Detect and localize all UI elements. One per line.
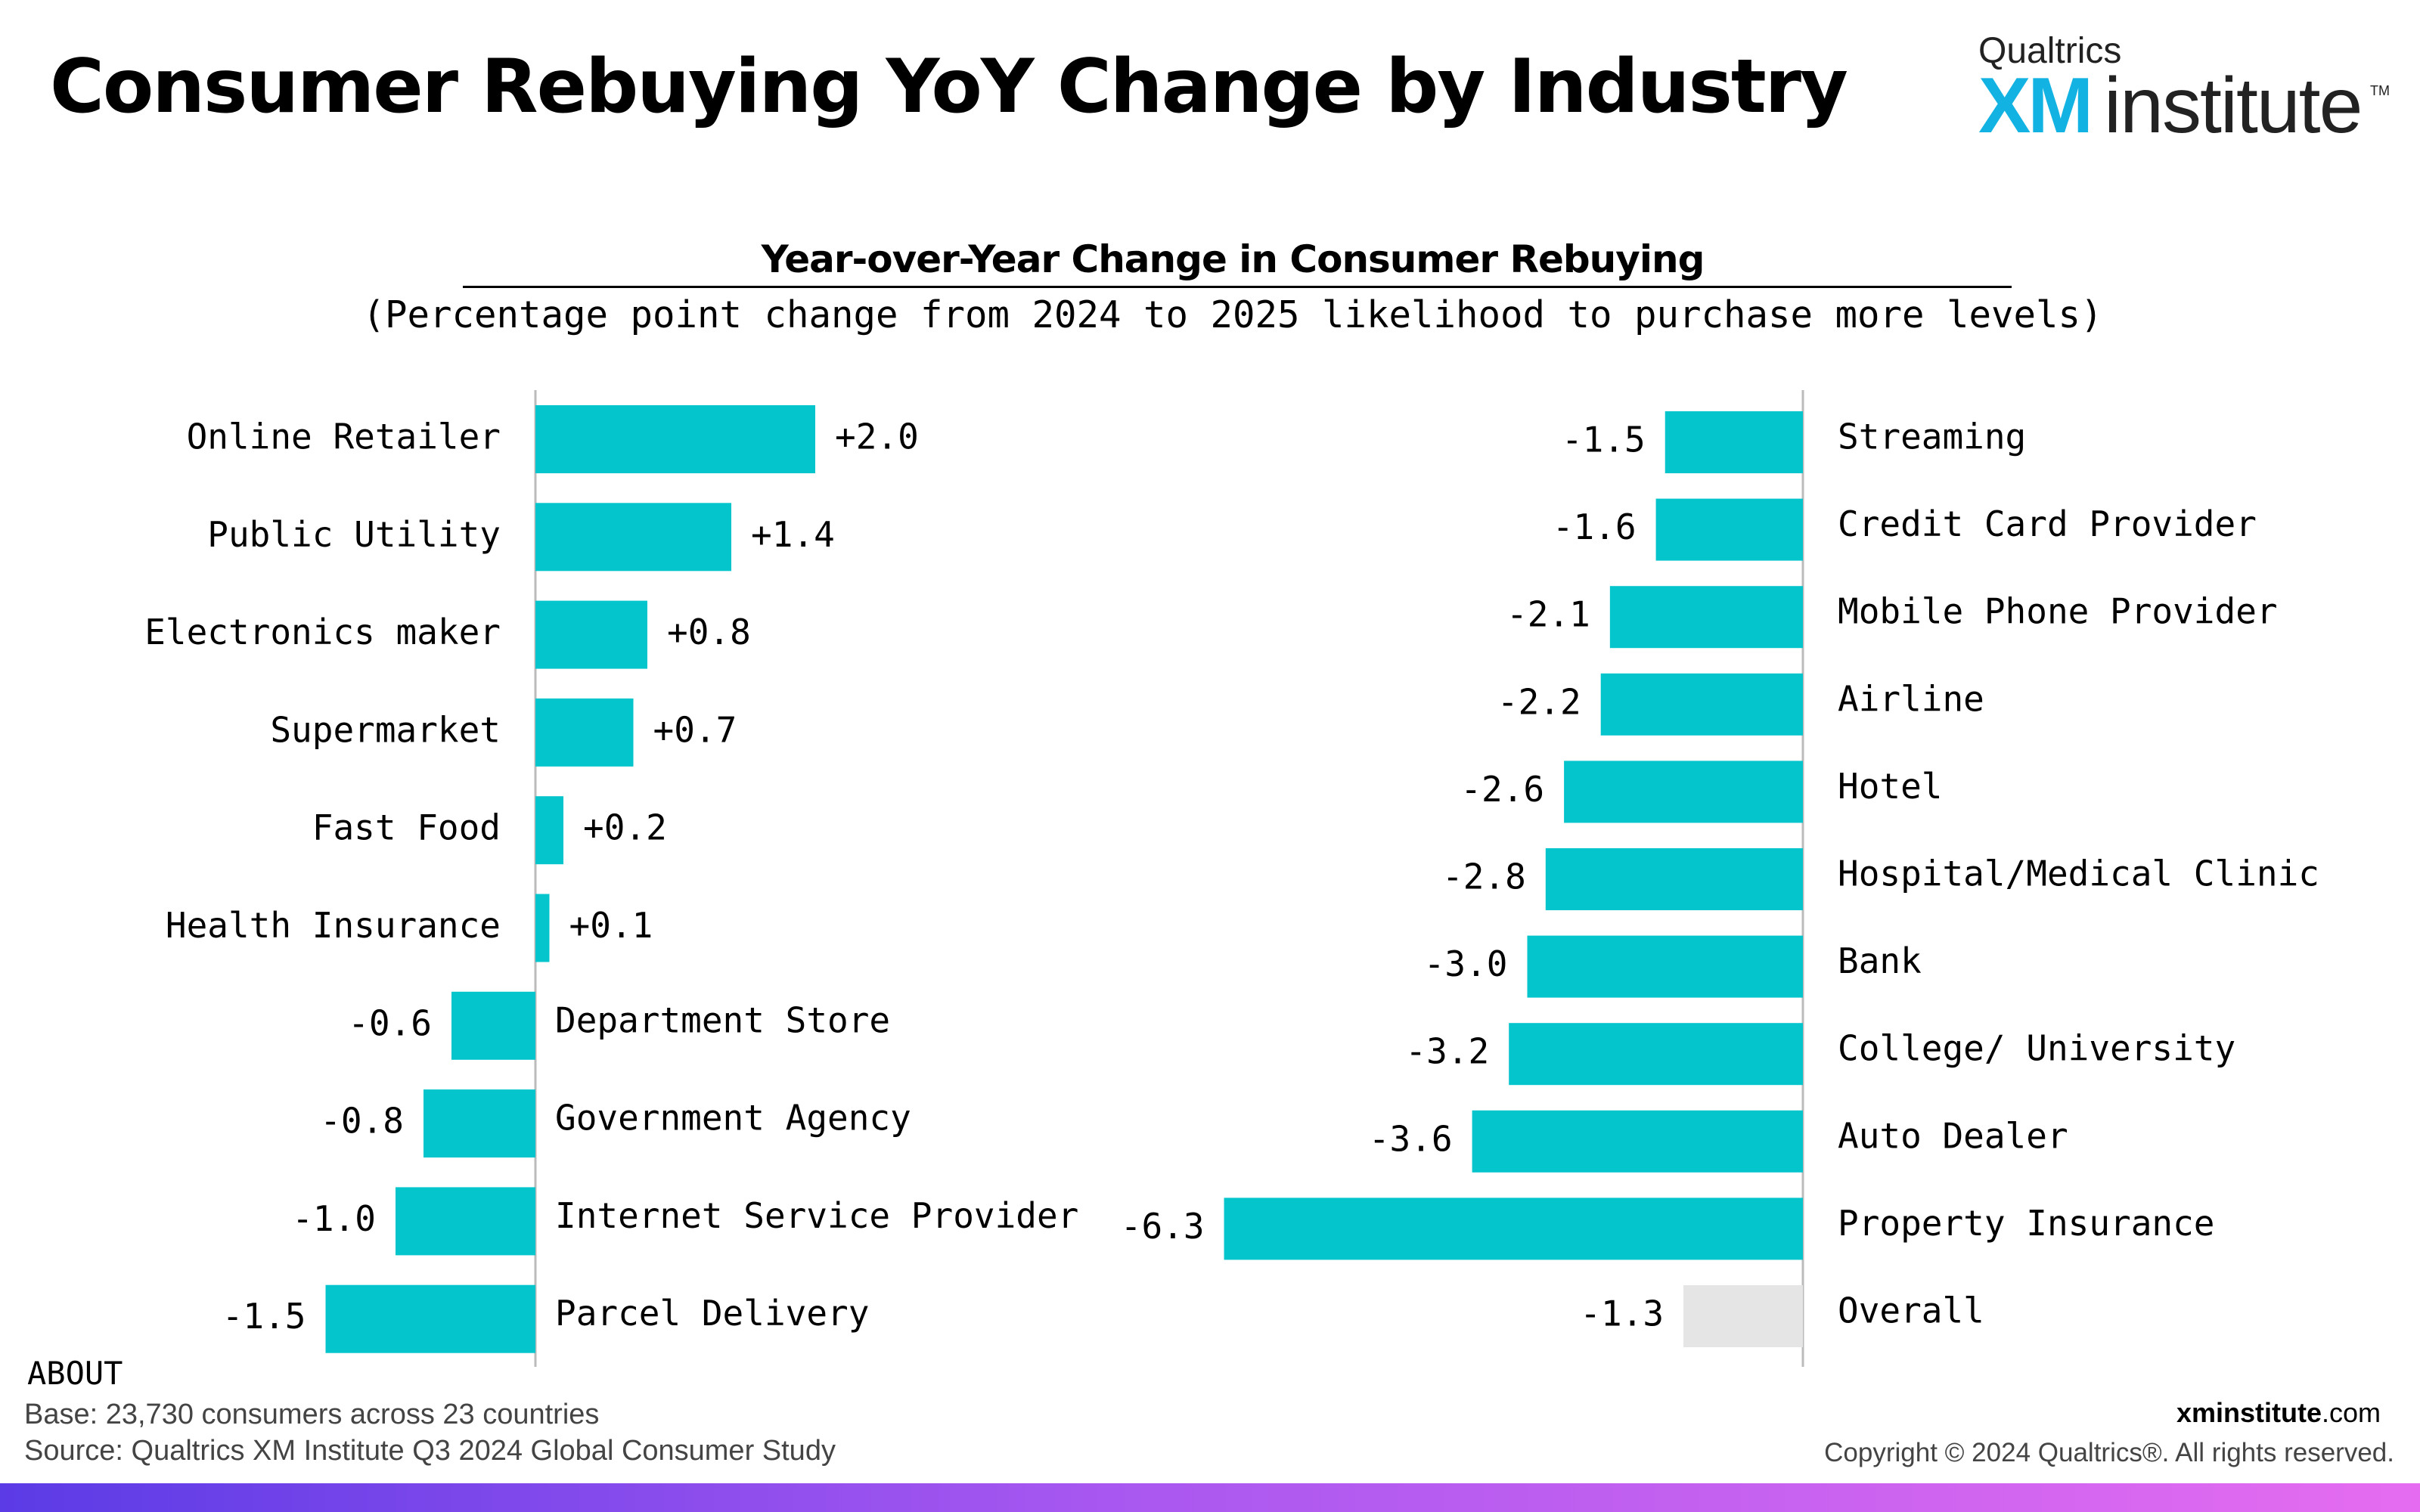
logo-trademark: TM bbox=[2370, 83, 2390, 98]
right-bar bbox=[1609, 586, 1803, 649]
left-value-label: -1.0 bbox=[292, 1198, 376, 1239]
left-bar bbox=[451, 991, 535, 1060]
right-category-label: Hospital/Medical Clinic bbox=[1838, 854, 2319, 894]
source-note: Source: Qualtrics XM Institute Q3 2024 G… bbox=[24, 1435, 836, 1467]
right-category-label: Property Insurance bbox=[1838, 1203, 2215, 1244]
left-value-label: +0.7 bbox=[653, 709, 737, 750]
right-category-label: Credit Card Provider bbox=[1838, 503, 2257, 544]
right-bar bbox=[1509, 1023, 1803, 1086]
copyright-text: Copyright © 2024 Qualtrics®. All rights … bbox=[1824, 1438, 2394, 1467]
right-category-label: Bank bbox=[1838, 940, 1922, 981]
left-value-label: +0.2 bbox=[583, 807, 667, 848]
right-value-label: -6.3 bbox=[1121, 1206, 1205, 1247]
right-value-label: -3.2 bbox=[1405, 1031, 1489, 1072]
left-category-label: Department Store bbox=[555, 999, 890, 1040]
left-value-label: -0.6 bbox=[348, 1002, 432, 1043]
left-category-label: Health Insurance bbox=[166, 905, 501, 946]
left-value-label: -0.8 bbox=[320, 1101, 404, 1142]
left-value-label: +2.0 bbox=[835, 417, 919, 457]
right-value-label: -2.1 bbox=[1506, 594, 1590, 635]
left-category-label: Online Retailer bbox=[187, 417, 501, 457]
right-category-label: Airline bbox=[1838, 678, 1984, 719]
left-value-label: -1.5 bbox=[222, 1296, 306, 1337]
right-category-label: Mobile Phone Provider bbox=[1838, 591, 2278, 632]
chart-title-underline bbox=[463, 286, 2012, 288]
about-heading: ABOUT bbox=[27, 1355, 123, 1392]
left-bar bbox=[535, 894, 550, 962]
left-bar bbox=[535, 503, 731, 572]
logo-institute-text: institute bbox=[2104, 62, 2363, 150]
left-bar bbox=[535, 698, 634, 767]
right-category-label: Auto Dealer bbox=[1838, 1115, 2068, 1156]
right-bar bbox=[1527, 935, 1803, 998]
footer-gradient-bar bbox=[0, 1483, 2420, 1512]
left-value-label: +0.1 bbox=[569, 905, 653, 946]
right-value-label: -2.6 bbox=[1460, 769, 1544, 810]
right-bar bbox=[1683, 1285, 1803, 1347]
right-value-label: -1.5 bbox=[1562, 420, 1646, 460]
base-text: 23,730 consumers across 23 countries bbox=[98, 1399, 600, 1430]
logo-xm-text: XM bbox=[1978, 62, 2093, 150]
source-label: Source: bbox=[24, 1435, 123, 1467]
left-category-label: Internet Service Provider bbox=[555, 1195, 1078, 1236]
qualtrics-xm-institute-logo: Qualtrics XM institute TM bbox=[1978, 30, 2390, 151]
left-bar bbox=[424, 1089, 535, 1158]
right-category-label: Hotel bbox=[1838, 766, 1942, 807]
chart-title: Year-over-Year Change in Consumer Rebuyi… bbox=[761, 237, 1705, 281]
right-bar bbox=[1564, 761, 1803, 823]
right-bar bbox=[1472, 1110, 1803, 1173]
left-category-label: Parcel Delivery bbox=[555, 1293, 869, 1334]
left-category-label: Supermarket bbox=[270, 709, 501, 750]
right-category-label: College/ University bbox=[1838, 1028, 2235, 1069]
right-bar bbox=[1600, 673, 1803, 736]
right-value-label: -1.3 bbox=[1580, 1294, 1664, 1334]
left-category-label: Public Utility bbox=[207, 514, 501, 555]
logo-qualtrics-text: Qualtrics bbox=[1978, 31, 2122, 71]
website-link[interactable]: xminstitute.com bbox=[2176, 1397, 2381, 1429]
base-label: Base: bbox=[24, 1399, 98, 1430]
left-value-label: +1.4 bbox=[751, 514, 835, 555]
chart-subtitle: (Percentage point change from 2024 to 20… bbox=[362, 293, 2103, 336]
right-bar bbox=[1665, 411, 1803, 473]
left-category-label: Electronics maker bbox=[144, 612, 501, 652]
right-value-label: -3.6 bbox=[1369, 1118, 1453, 1159]
website-suffix: .com bbox=[2321, 1397, 2381, 1428]
right-bar bbox=[1545, 848, 1803, 910]
right-bar bbox=[1655, 498, 1803, 561]
left-category-label: Fast Food bbox=[312, 807, 501, 848]
left-bar bbox=[535, 796, 563, 865]
right-value-label: -1.6 bbox=[1553, 507, 1637, 547]
right-bar bbox=[1224, 1198, 1803, 1260]
right-category-label: Streaming bbox=[1838, 417, 2026, 457]
right-value-label: -3.0 bbox=[1424, 943, 1508, 984]
left-value-label: +0.8 bbox=[667, 612, 751, 652]
website-bold: xminstitute bbox=[2176, 1397, 2322, 1428]
base-note: Base: 23,730 consumers across 23 countri… bbox=[24, 1399, 599, 1431]
left-category-label: Government Agency bbox=[555, 1098, 911, 1139]
left-bar bbox=[325, 1284, 535, 1353]
right-value-label: -2.2 bbox=[1497, 681, 1581, 722]
source-text: Qualtrics XM Institute Q3 2024 Global Co… bbox=[123, 1435, 836, 1467]
left-bar bbox=[535, 405, 815, 473]
right-category-label: Overall bbox=[1838, 1290, 1984, 1331]
right-value-label: -2.8 bbox=[1442, 857, 1526, 897]
page-title: Consumer Rebuying YoY Change by Industry bbox=[50, 44, 1848, 130]
left-bar bbox=[535, 600, 647, 669]
left-bar bbox=[396, 1187, 535, 1256]
